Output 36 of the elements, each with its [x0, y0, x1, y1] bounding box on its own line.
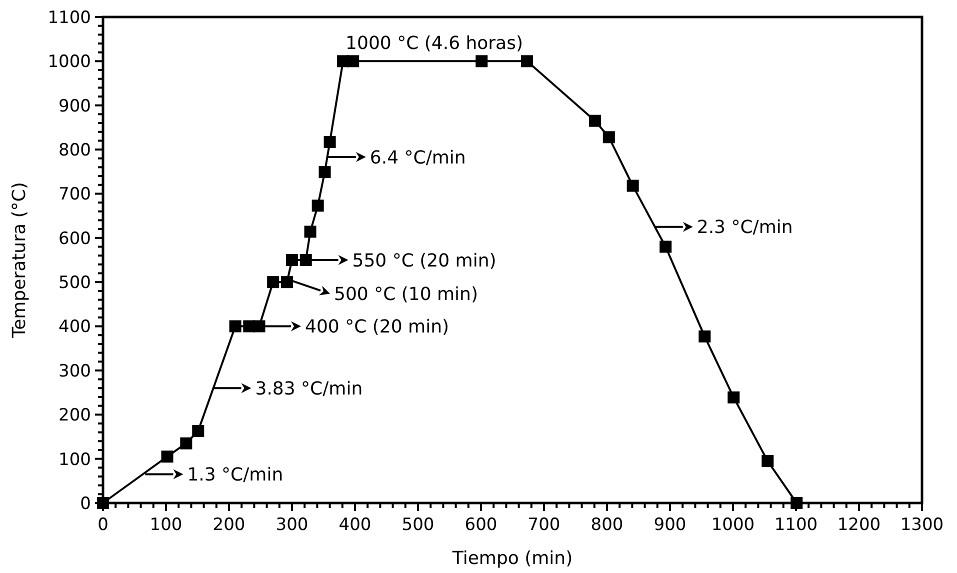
annotation: 3.83 °C/min: [255, 378, 363, 400]
y-tick-label: 0: [80, 494, 91, 514]
y-tick-label: 200: [58, 406, 91, 426]
y-tick-label: 1000: [48, 52, 91, 72]
x-tick-label: 1300: [900, 515, 944, 535]
x-tick-label: 300: [276, 515, 308, 535]
y-tick-label: 600: [58, 228, 91, 249]
x-tick-label: 400: [338, 515, 372, 535]
annotation: 500 °C (10 min): [334, 284, 478, 306]
x-tick-label: 200: [212, 515, 246, 535]
annotation: 1.3 °C/min: [187, 464, 284, 486]
x-axis-title: Tiempo (min): [451, 548, 573, 569]
x-tick-label: 1200: [837, 515, 881, 535]
x-tick-label: 700: [528, 515, 560, 535]
x-tick-label: 600: [464, 515, 498, 535]
x-tick-label: 500: [402, 515, 434, 535]
y-tick-label: 500: [58, 273, 91, 294]
annotation: 6.4 °C/min: [370, 147, 466, 168]
x-tick-label: 1100: [774, 515, 818, 535]
y-tick-label: 700: [58, 184, 91, 205]
y-tick-label: 900: [58, 96, 91, 116]
y-tick-label: 800: [58, 140, 91, 160]
x-tick-label: 100: [150, 515, 182, 535]
x-tick-label: 900: [654, 515, 686, 535]
annotation: 1000 °C (4.6 horas): [346, 33, 524, 54]
x-tick-label: 1000: [711, 515, 755, 535]
y-tick-label: 300: [58, 361, 91, 382]
x-tick-label: 800: [590, 515, 624, 535]
x-tick-label: 0: [98, 515, 108, 535]
annotation: 2.3 °C/min: [696, 217, 793, 238]
y-tick-label: 100: [58, 450, 91, 470]
annotation: 550 °C (20 min): [352, 250, 496, 272]
annotation: 400 °C (20 min): [305, 316, 450, 338]
y-tick-label: 1100: [48, 8, 91, 28]
y-axis-title: Temperatura (°C): [9, 182, 30, 339]
y-tick-label: 400: [58, 317, 91, 338]
